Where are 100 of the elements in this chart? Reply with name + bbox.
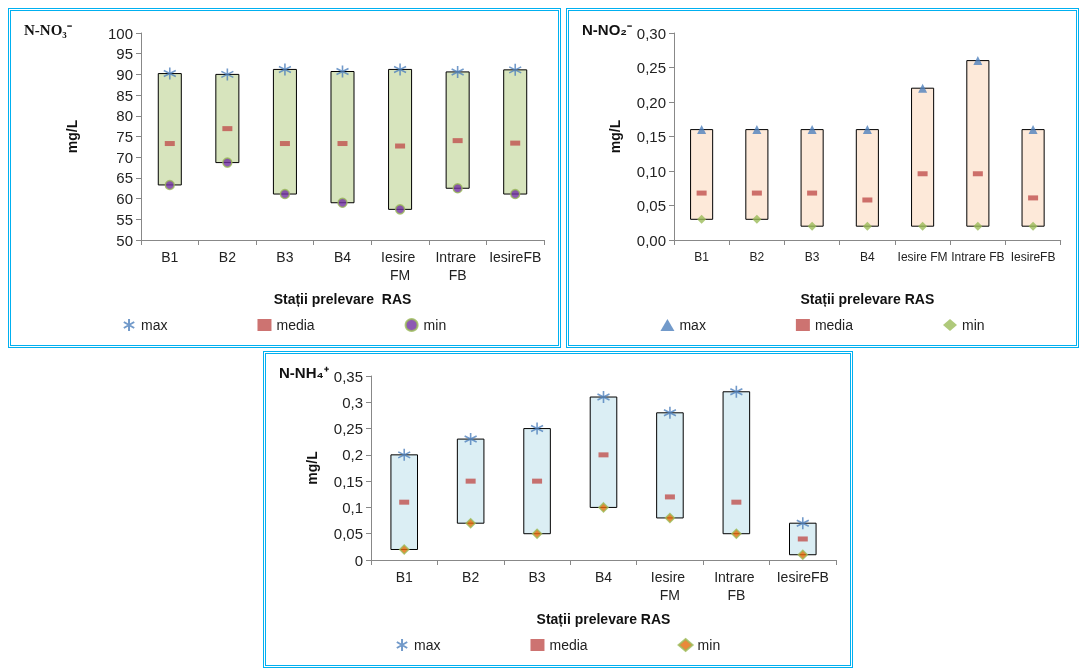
y-tick-label: 0,2 [342,446,363,464]
x-tick-label: IesireFB [489,249,542,265]
x-axis-title: Stații prelevare RAS [536,611,671,627]
point [220,67,235,82]
bar [855,129,879,227]
y-tick-label: 85 [116,86,133,104]
bar [456,438,485,524]
legend-label: min [962,317,985,333]
point [508,63,523,77]
y-tick-label: 95 [116,45,133,63]
x-tick-label: B3 [528,569,546,585]
y-tick-label: 0,1 [342,498,363,516]
point [393,62,407,77]
y-tick-label: 0,15 [636,128,666,145]
point [162,66,177,81]
x-tick-label: Intrare FB [951,250,1005,264]
chart-title: N-NO₃⁻ [24,21,72,38]
point [807,125,817,135]
y-tick-label: 0,3 [342,393,363,411]
x-tick-label: Intrare FB [435,249,480,283]
point [697,125,707,135]
y-axis-title: mg/L [64,119,80,154]
y-tick-label: 0,00 [636,231,666,249]
bar [800,129,824,227]
x-tick-label: Iesire FM [381,249,420,283]
x-tick-label: IesireFB [1010,250,1056,264]
bar [690,129,714,220]
legend-label: media [814,317,854,333]
bar [589,396,618,508]
chart-title: N-NH₄⁺ [279,364,329,381]
bar [745,129,769,220]
y-tick-label: 0,05 [636,197,666,214]
bar [390,454,418,550]
x-tick-label: B1 [694,250,710,264]
x-tick-label: B2 [218,249,237,265]
y-tick-label: 65 [116,169,133,187]
y-tick-label: 75 [116,128,133,145]
y-tick-label: 0,35 [333,367,363,385]
legend-label: media [276,317,315,333]
point [1028,221,1038,231]
y-tick-label: 0,30 [636,24,666,42]
point [973,56,983,66]
y-tick-label: 0,05 [333,525,363,543]
y-axis-title: mg/L [304,450,320,485]
legend-label: max [141,317,168,333]
y-tick-label: 90 [116,65,133,83]
point [797,549,809,560]
point [795,516,810,530]
y-tick-label: 60 [116,190,133,208]
x-tick-label: Iesire FM [650,569,689,603]
point [452,183,463,194]
point [729,384,744,399]
x-tick-label: B1 [161,249,179,265]
point [862,221,872,231]
point [1028,125,1038,135]
y-tick-label: 0,10 [636,162,666,180]
point [598,502,609,513]
point [164,179,176,191]
point [279,188,291,200]
point [752,125,762,135]
point [752,214,762,224]
x-tick-label: B3 [804,250,820,264]
y-tick-label: 80 [116,107,133,125]
bar [722,391,751,535]
x-tick-label: B1 [395,569,413,585]
x-tick-label: B4 [594,569,613,585]
y-tick-label: 0,25 [636,59,666,76]
x-tick-label: Iesire FM [897,250,948,264]
x-tick-label: B3 [276,249,294,265]
legend-label: max [679,317,706,333]
point [394,204,406,215]
point [397,448,412,462]
point [664,512,676,524]
y-tick-label: 50 [116,231,133,249]
point [596,390,611,404]
bar [911,87,935,227]
point [807,221,817,231]
y-tick-label: 100 [107,24,133,42]
point [531,528,543,539]
point [465,517,476,529]
y-tick-label: 0,20 [636,93,666,111]
x-axis-title: Stații prelevare RAS [800,291,935,307]
x-tick-label: B4 [860,250,876,264]
y-tick-label: 55 [116,210,133,228]
y-axis-title: mg/L [607,119,623,154]
point [697,214,707,224]
point [337,197,348,208]
bar [523,428,551,535]
x-axis-title: Stații prelevare RAS [273,291,412,307]
point [335,64,350,79]
legend-label: min [423,317,447,333]
bar [966,60,990,227]
point [278,62,292,77]
chart-title: N-NO₂⁻ [582,21,632,38]
point [918,221,928,231]
legend-label: min [697,637,721,653]
point [973,221,983,231]
point [509,188,521,200]
x-tick-label: Intrare FB [714,569,759,603]
y-tick-label: 0,25 [333,420,363,438]
